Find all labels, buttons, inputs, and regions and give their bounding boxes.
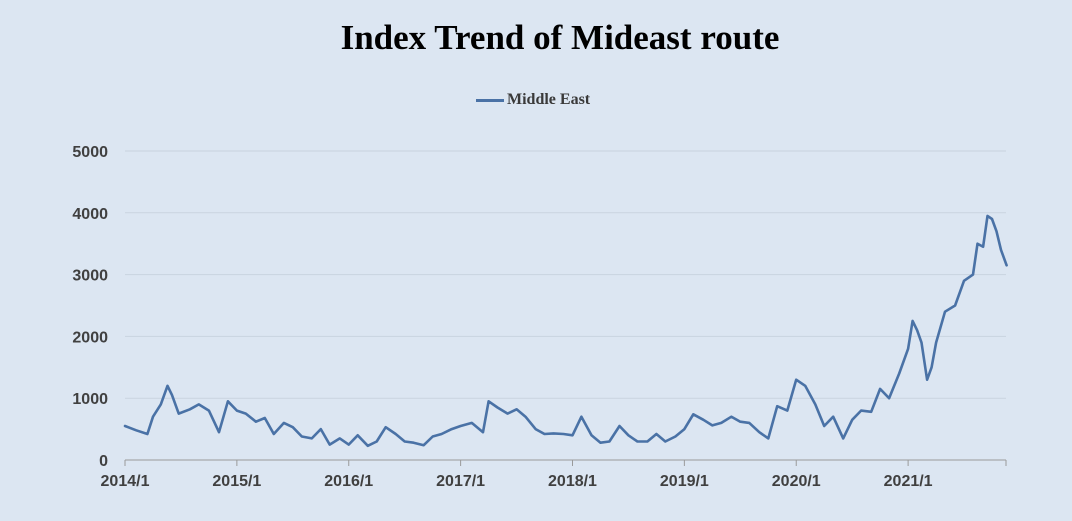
y-tick-label: 1000: [72, 391, 108, 408]
x-tick-label: 2014/1: [101, 473, 150, 490]
chart-title: Index Trend of Mideast route: [340, 18, 780, 57]
legend-label: Middle East: [507, 91, 591, 108]
x-tick-label: 2018/1: [548, 473, 597, 490]
x-tick-label: 2019/1: [660, 473, 709, 490]
y-tick-label: 0: [99, 453, 108, 470]
x-tick-label: 2016/1: [324, 473, 373, 490]
y-tick-label: 3000: [72, 268, 108, 285]
x-tick-label: 2021/1: [884, 473, 933, 490]
y-tick-label: 5000: [72, 144, 108, 161]
legend: Middle East: [476, 91, 590, 109]
y-tick-label: 4000: [72, 206, 108, 223]
series-line-middle-east: [123, 214, 1008, 448]
x-tick-label: 2015/1: [212, 473, 261, 490]
x-tick-label: 2020/1: [772, 473, 821, 490]
legend-swatch: [476, 98, 504, 102]
y-tick-label: 2000: [72, 329, 108, 346]
x-tick-label: 2017/1: [436, 473, 485, 490]
